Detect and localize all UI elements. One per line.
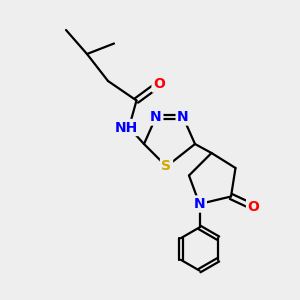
Text: N: N — [150, 110, 162, 124]
Text: NH: NH — [114, 121, 138, 134]
Text: O: O — [248, 200, 260, 214]
Text: S: S — [161, 160, 172, 173]
Text: O: O — [153, 77, 165, 91]
Text: N: N — [177, 110, 189, 124]
Text: N: N — [194, 197, 205, 211]
